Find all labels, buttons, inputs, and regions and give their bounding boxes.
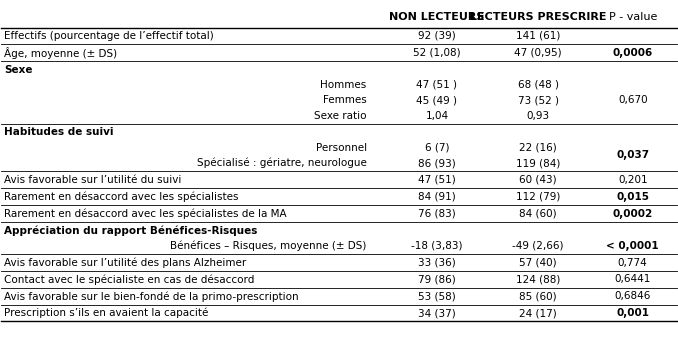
Text: 0,6846: 0,6846 [614,291,651,301]
Text: 124 (88): 124 (88) [516,275,561,284]
Text: Spécialisé : gériatre, neurologue: Spécialisé : gériatre, neurologue [197,158,367,168]
Text: < 0,0001: < 0,0001 [606,241,659,251]
Text: 22 (16): 22 (16) [519,143,557,153]
Text: 0,0002: 0,0002 [613,208,653,219]
Text: 52 (1,08): 52 (1,08) [413,48,461,58]
Text: 47 (0,95): 47 (0,95) [515,48,562,58]
Text: Avis favorable sur l’utilité des plans Alzheimer: Avis favorable sur l’utilité des plans A… [4,257,246,268]
Text: Hommes: Hommes [321,80,367,90]
Text: 112 (79): 112 (79) [516,192,561,202]
Text: 92 (39): 92 (39) [418,31,456,41]
Text: Bénéfices – Risques, moyenne (± DS): Bénéfices – Risques, moyenne (± DS) [170,241,367,251]
Text: Contact avec le spécialiste en cas de désaccord: Contact avec le spécialiste en cas de dé… [4,274,254,285]
Text: 79 (86): 79 (86) [418,275,456,284]
Text: 76 (83): 76 (83) [418,208,456,219]
Text: 24 (17): 24 (17) [519,308,557,318]
Text: Appréciation du rapport Bénéfices-Risques: Appréciation du rapport Bénéfices-Risque… [4,225,258,236]
Text: LECTEURS PRESCRIRE: LECTEURS PRESCRIRE [470,12,606,22]
Text: Personnel: Personnel [315,143,367,153]
Text: 57 (40): 57 (40) [519,258,557,267]
Text: Avis favorable sur l’utilité du suivi: Avis favorable sur l’utilité du suivi [4,175,182,185]
Text: 0,774: 0,774 [618,258,647,267]
Text: 0,037: 0,037 [616,151,650,160]
Text: 0,001: 0,001 [616,308,650,318]
Text: 0,015: 0,015 [616,192,650,202]
Text: 47 (51): 47 (51) [418,175,456,185]
Text: Habitudes de suivi: Habitudes de suivi [4,127,114,137]
Text: Rarement en désaccord avec les spécialistes: Rarement en désaccord avec les spécialis… [4,192,239,202]
Text: 84 (91): 84 (91) [418,192,456,202]
Text: 0,6441: 0,6441 [614,275,651,284]
Text: Avis favorable sur le bien-fondé de la primo-prescription: Avis favorable sur le bien-fondé de la p… [4,291,299,302]
Text: 86 (93): 86 (93) [418,158,456,168]
Text: 85 (60): 85 (60) [519,291,557,301]
Text: 0,670: 0,670 [618,95,647,105]
Text: NON LECTEURS: NON LECTEURS [389,12,485,22]
Text: 141 (61): 141 (61) [516,31,561,41]
Text: Effectifs (pourcentage de l’effectif total): Effectifs (pourcentage de l’effectif tot… [4,31,214,41]
Text: 60 (43): 60 (43) [519,175,557,185]
Text: -49 (2,66): -49 (2,66) [513,241,564,251]
Text: 0,201: 0,201 [618,175,647,185]
Text: 34 (37): 34 (37) [418,308,456,318]
Text: 68 (48 ): 68 (48 ) [518,80,559,90]
Text: 73 (52 ): 73 (52 ) [518,95,559,105]
Text: 47 (51 ): 47 (51 ) [416,80,458,90]
Text: P - value: P - value [609,12,657,22]
Text: 1,04: 1,04 [425,111,448,121]
Text: Femmes: Femmes [323,95,367,105]
Text: 0,93: 0,93 [527,111,550,121]
Text: 6 (7): 6 (7) [424,143,449,153]
Text: 53 (58): 53 (58) [418,291,456,301]
Text: 119 (84): 119 (84) [516,158,561,168]
Text: -18 (3,83): -18 (3,83) [411,241,462,251]
Text: 84 (60): 84 (60) [519,208,557,219]
Text: 45 (49 ): 45 (49 ) [416,95,458,105]
Text: Âge, moyenne (± DS): Âge, moyenne (± DS) [4,47,117,59]
Text: Prescription s’ils en avaient la capacité: Prescription s’ils en avaient la capacit… [4,308,208,318]
Text: Sexe ratio: Sexe ratio [314,111,367,121]
Text: Rarement en désaccord avec les spécialistes de la MA: Rarement en désaccord avec les spécialis… [4,208,287,219]
Text: Sexe: Sexe [4,65,33,75]
Text: 33 (36): 33 (36) [418,258,456,267]
Text: 0,0006: 0,0006 [613,48,653,58]
